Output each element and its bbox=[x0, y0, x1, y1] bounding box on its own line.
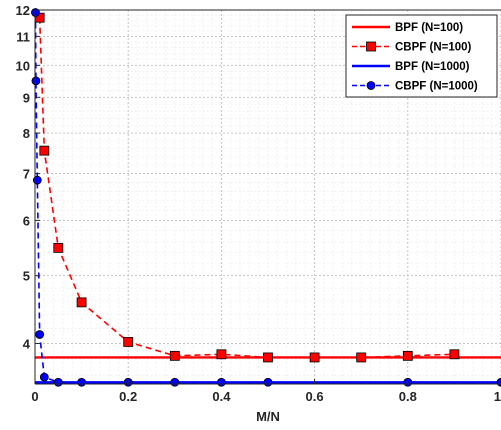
y-tick-label: 6 bbox=[23, 213, 30, 228]
x-tick-label: 0.4 bbox=[212, 389, 231, 404]
data-point-square bbox=[76, 297, 87, 308]
data-point-square bbox=[356, 352, 367, 363]
y-tick-label: 9 bbox=[23, 90, 30, 105]
legend-marker-circle bbox=[366, 81, 376, 90]
data-point-circle bbox=[77, 377, 86, 387]
legend-label-3: BPF (N=1000) bbox=[395, 61, 470, 73]
y-tick-label: 7 bbox=[23, 167, 30, 182]
axes bbox=[34, 9, 501, 385]
x-tick-label: 0.6 bbox=[306, 389, 324, 404]
series-line-2 bbox=[38, 17, 455, 359]
x-tick-label: 0.2 bbox=[119, 389, 137, 404]
y-tick-label: 10 bbox=[16, 58, 30, 73]
data-point-square bbox=[263, 352, 273, 363]
data-point-square bbox=[39, 145, 50, 156]
data-point-square bbox=[53, 243, 64, 253]
tick-labels: 0 0.2 0.4 0.6 0.8 1 4 5 6 7 8 9 10 11 12 bbox=[16, 3, 501, 404]
x-axis-label: M/N bbox=[256, 409, 280, 424]
data-point-circle bbox=[53, 377, 63, 387]
data-point-circle bbox=[170, 377, 180, 387]
legend-label-1: BPF (N=100) bbox=[395, 22, 463, 34]
y-tick-label: 8 bbox=[23, 126, 30, 141]
data-point-circle bbox=[31, 76, 41, 86]
data-point-square bbox=[169, 350, 180, 361]
data-point-circle bbox=[35, 330, 45, 339]
y-tick-label: 11 bbox=[16, 29, 30, 44]
y-tick-label: 5 bbox=[23, 269, 30, 284]
legend-label-2: CBPF (N=100) bbox=[395, 42, 472, 54]
x-tick-label: 0.8 bbox=[399, 389, 417, 404]
data-point-square bbox=[449, 349, 460, 360]
data-point-square bbox=[123, 337, 134, 347]
x-tick-label: 0 bbox=[31, 389, 38, 404]
legend: BPF (N=100) CBPF (N=100) BPF (N=1000) CBPF … bbox=[345, 14, 498, 98]
data-point-square bbox=[309, 352, 320, 363]
legend-marker-square bbox=[366, 41, 376, 52]
y-tick-label: 4 bbox=[23, 336, 31, 351]
y-tick-label: 12 bbox=[16, 3, 30, 18]
data-point-circle bbox=[39, 372, 49, 382]
data-point-circle bbox=[263, 377, 273, 387]
data-point-square bbox=[402, 350, 413, 361]
legend-label-4: CBPF (N=1000) bbox=[395, 81, 478, 93]
data-point-square bbox=[216, 349, 227, 360]
x-tick-label: 1 bbox=[494, 389, 501, 404]
